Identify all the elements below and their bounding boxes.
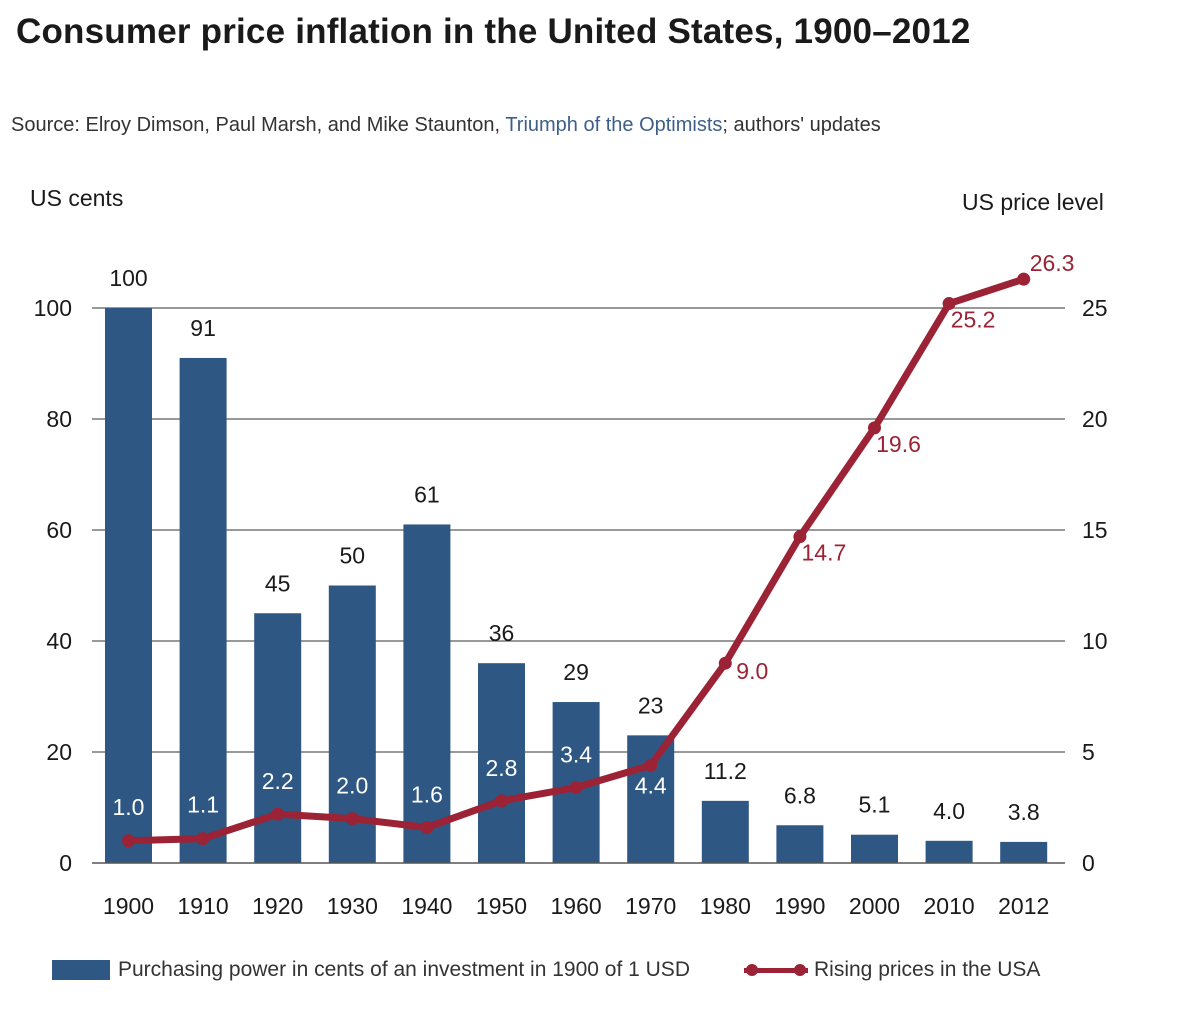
x-tick-label: 2000 — [849, 893, 900, 919]
line-value-label: 4.4 — [635, 772, 667, 798]
price-point — [644, 758, 658, 772]
price-point — [1017, 272, 1031, 286]
line-value-label: 9.0 — [736, 658, 768, 684]
source-note: Source: Elroy Dimson, Paul Marsh, and Mi… — [11, 114, 881, 137]
price-point — [868, 421, 881, 435]
x-tick-label: 2012 — [998, 893, 1049, 919]
gridlines — [92, 307, 1065, 753]
line-value-label: 1.1 — [187, 792, 219, 818]
bar — [925, 840, 973, 863]
legend-line-swatch — [744, 960, 808, 980]
price-point — [345, 812, 359, 826]
source-book-link[interactable]: Triumph of the Optimists — [505, 114, 723, 136]
bar-value-label: 100 — [109, 265, 147, 291]
bar-value-label: 23 — [638, 692, 664, 718]
price-point — [196, 832, 210, 846]
bar-value-label: 91 — [190, 315, 216, 341]
bar — [179, 357, 227, 863]
bar-value-label: 36 — [489, 620, 515, 646]
x-tick-label: 1940 — [401, 893, 452, 919]
bar-value-label: 50 — [340, 543, 366, 569]
line-value-label: 26.3 — [1030, 250, 1075, 276]
price-point — [793, 530, 807, 544]
bar-series — [105, 308, 1048, 863]
bar — [254, 613, 302, 863]
data-labels: 100 91 45 50 61 36 29 23 11.2 6.8 5.1 4.0 3.8 1.0 1.1 2… — [109, 250, 1074, 825]
bar-value-label: 3.8 — [1008, 799, 1040, 825]
x-tick-label: 1960 — [551, 893, 602, 919]
bar — [627, 735, 675, 863]
line-value-label: 1.6 — [411, 781, 443, 807]
legend-line-label: Rising prices in the USA — [814, 958, 1041, 981]
right-tick-label: 0 — [1082, 850, 1095, 876]
bar-value-label: 45 — [265, 570, 291, 596]
price-point — [569, 781, 583, 795]
source-suffix: ; authors' updates — [722, 114, 881, 136]
left-tick-label: 80 — [46, 406, 72, 432]
right-tick-label: 5 — [1082, 739, 1095, 765]
price-point — [122, 834, 135, 848]
bar — [1000, 841, 1048, 863]
bar-value-label: 6.8 — [784, 782, 816, 808]
bar — [776, 825, 824, 863]
bar-value-label: 4.0 — [933, 798, 965, 824]
line-value-label: 1.0 — [113, 794, 145, 820]
right-tick-label: 25 — [1082, 295, 1108, 321]
left-tick-label: 0 — [59, 850, 72, 876]
left-axis-title: US cents — [30, 185, 123, 211]
chart-title: Consumer price inflation in the United S… — [16, 12, 971, 51]
left-tick-label: 100 — [34, 295, 72, 321]
axes: 0 20 40 60 80 100 0 5 10 15 20 25 US cents US price l… — [30, 185, 1108, 919]
price-point — [420, 820, 434, 834]
line-value-label: 2.8 — [486, 755, 518, 781]
legend-item-line: Rising prices in the USA — [744, 958, 1040, 982]
left-tick-label: 60 — [46, 517, 72, 543]
bar-value-label: 61 — [414, 481, 440, 507]
x-tick-label: 1950 — [476, 893, 527, 919]
x-tick-label: 1930 — [327, 893, 378, 919]
x-tick-label: 1920 — [252, 893, 303, 919]
price-point — [271, 807, 285, 821]
x-tick-label: 1990 — [774, 893, 825, 919]
line-value-label: 3.4 — [560, 742, 592, 768]
legend-bar-swatch — [52, 960, 110, 980]
x-tick-label: 1980 — [700, 893, 751, 919]
bar — [403, 524, 451, 863]
line-value-label: 14.7 — [802, 540, 847, 566]
right-tick-label: 15 — [1082, 517, 1108, 543]
bar — [851, 834, 898, 863]
legend-item-bars: Purchasing power in cents of an investme… — [52, 958, 690, 982]
legend-bar-label: Purchasing power in cents of an investme… — [118, 958, 690, 981]
line-value-label: 25.2 — [951, 307, 996, 333]
bar — [478, 663, 525, 863]
price-point — [495, 794, 508, 808]
x-tick-label: 2010 — [924, 893, 975, 919]
source-prefix: Source: Elroy Dimson, Paul Marsh, and Mi… — [11, 114, 506, 136]
left-tick-label: 20 — [46, 739, 72, 765]
line-series — [122, 272, 1031, 848]
bar — [105, 308, 152, 863]
bar-value-label: 5.1 — [859, 792, 891, 818]
x-tick-label: 1910 — [178, 893, 229, 919]
line-value-label: 2.2 — [262, 768, 294, 794]
price-point — [942, 297, 956, 311]
right-tick-label: 10 — [1082, 628, 1108, 654]
bar-value-label: 11.2 — [704, 758, 747, 784]
left-tick-label: 40 — [46, 628, 72, 654]
right-axis-title: US price level — [962, 189, 1104, 215]
x-tick-label: 1970 — [625, 893, 676, 919]
bar-value-label: 29 — [563, 659, 589, 685]
right-tick-label: 20 — [1082, 406, 1108, 432]
bar — [701, 800, 749, 863]
line-value-label: 2.0 — [336, 773, 368, 799]
price-point — [718, 656, 732, 670]
x-tick-label: 1900 — [103, 893, 154, 919]
line-value-label: 19.6 — [876, 431, 921, 457]
